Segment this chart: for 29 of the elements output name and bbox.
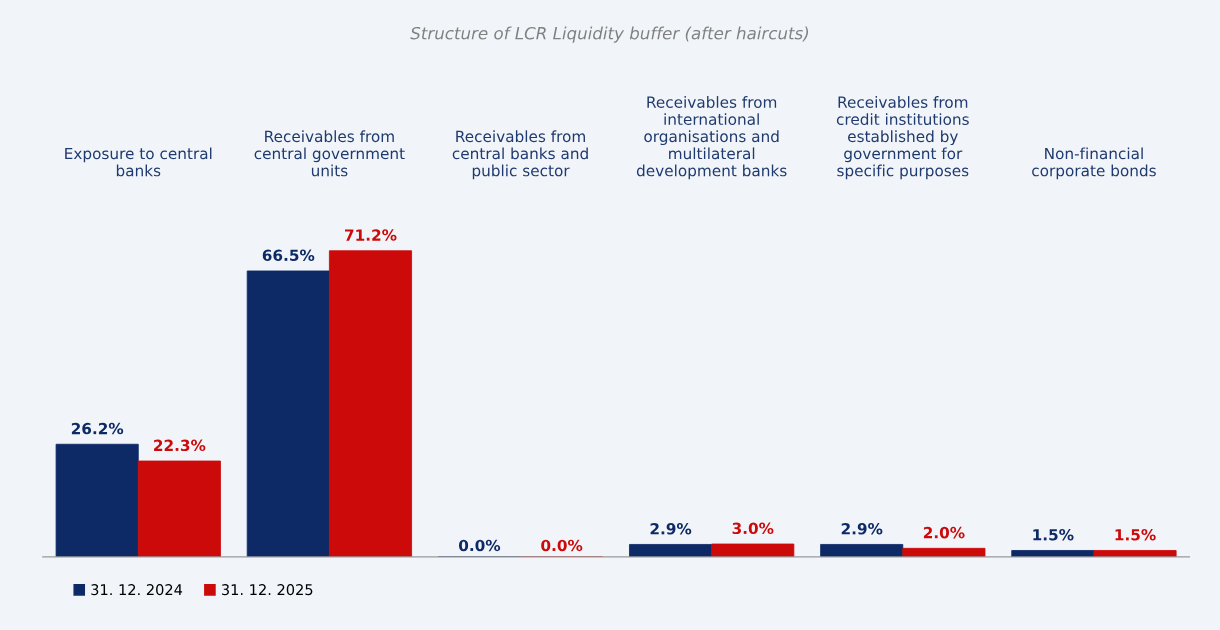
legend-label: 31. 12. 2025	[221, 584, 313, 596]
data-label: 22.3%	[154, 439, 206, 452]
data-label: 26.2%	[71, 422, 124, 435]
bar	[902, 547, 986, 557]
data-label: 1.5%	[1115, 529, 1156, 541]
bar	[246, 270, 330, 557]
bar	[55, 443, 139, 557]
bar	[629, 544, 713, 557]
chart-title: Structure of LCR Liquidity buffer (after haircuts)	[410, 26, 809, 43]
bar	[711, 543, 795, 557]
bar	[820, 544, 904, 557]
data-label: 0.0%	[541, 539, 583, 552]
x-tick-label: Receivables from credit institutions established by government for specific purposes	[836, 96, 969, 180]
x-tick-label: Non-financial corporate bonds	[1032, 147, 1156, 180]
x-tick-label: Exposure to central banks	[65, 147, 212, 177]
data-label: 66.5%	[262, 249, 315, 262]
x-tick-label: Receivables from central government units	[254, 130, 405, 177]
data-label: 2.0%	[923, 526, 965, 539]
data-label: 3.0%	[732, 522, 774, 535]
x-tick-label: Receivables from international organisations and multilateral development banks	[636, 96, 787, 180]
data-label: 2.9%	[650, 522, 692, 535]
bar	[137, 460, 221, 557]
legend-label: 31. 12. 2024	[91, 584, 183, 596]
data-label: 71.2%	[345, 229, 397, 241]
bar	[328, 250, 413, 557]
data-label: 1.5%	[1033, 529, 1074, 541]
data-label: 0.0%	[458, 539, 501, 552]
x-tick-label: Receivables from central banks and public sector	[452, 130, 588, 180]
data-label: 2.9%	[841, 522, 883, 535]
